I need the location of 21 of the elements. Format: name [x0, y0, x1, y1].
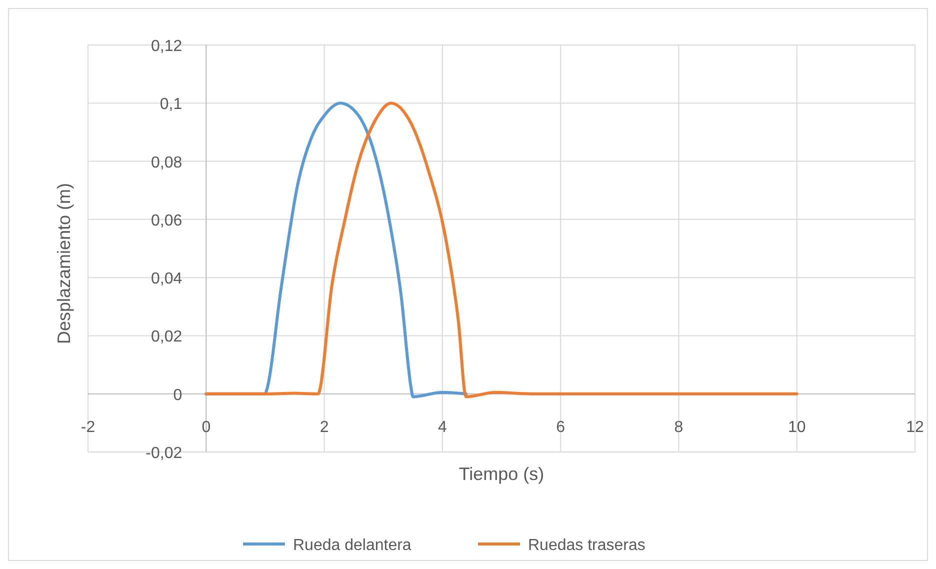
x-tick-label: 12 — [906, 418, 924, 436]
y-tick-label: 0,08 — [151, 154, 182, 172]
y-axis-title: Desplazamiento (m) — [54, 182, 74, 344]
x-tick-label: 6 — [556, 418, 566, 436]
line-series — [204, 102, 798, 398]
y-tick-label: 0,04 — [151, 270, 182, 288]
x-axis-title: Tiempo (s) — [458, 464, 544, 484]
y-tick-label: 0,02 — [151, 328, 182, 346]
y-tick-label: 0,12 — [151, 38, 182, 55]
legend-label: Rueda delantera — [293, 537, 412, 554]
y-tick-label: 0 — [173, 386, 182, 404]
x-tick-label: 4 — [438, 418, 447, 436]
x-tick-label: 10 — [788, 418, 806, 436]
legend-label: Ruedas traseras — [528, 537, 646, 554]
x-tick-label: 0 — [202, 418, 211, 436]
x-tick-label: 2 — [320, 418, 329, 436]
x-tick-label: -2 — [80, 418, 96, 436]
x-tick-label: 8 — [674, 418, 684, 436]
y-tick-label: 0,06 — [151, 212, 182, 230]
y-tick-label: 0,1 — [160, 96, 182, 114]
y-tick-label: -0,02 — [146, 445, 182, 462]
